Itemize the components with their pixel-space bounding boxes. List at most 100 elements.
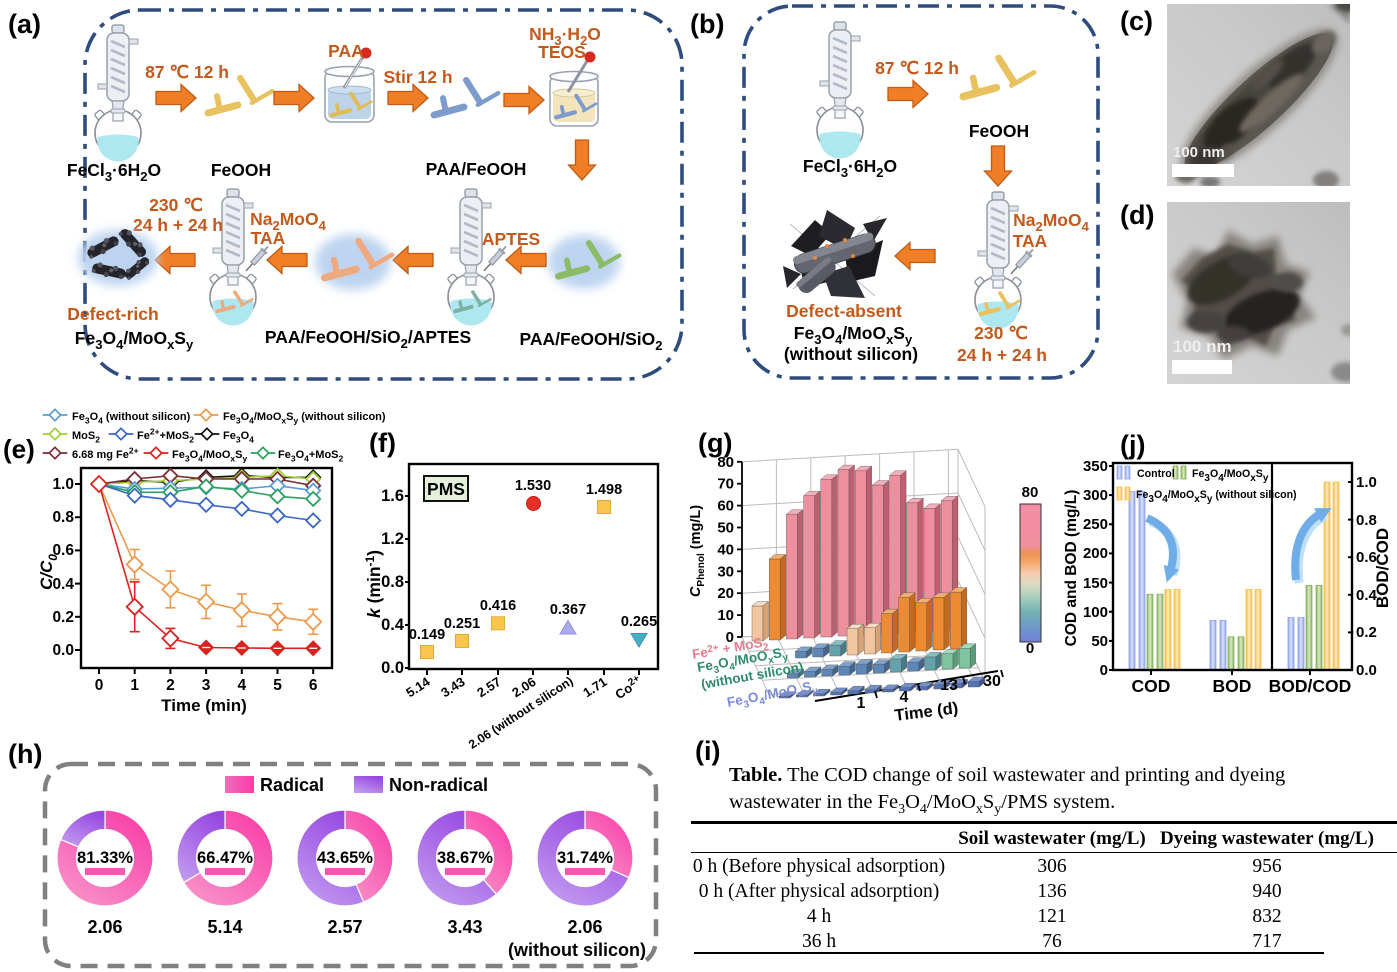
- svg-text:0: 0: [726, 629, 734, 646]
- svg-text:Co2+: Co2+: [612, 673, 645, 702]
- svg-text:3.43: 3.43: [438, 674, 467, 700]
- svg-text:1.498: 1.498: [586, 482, 622, 498]
- svg-text:1.71: 1.71: [580, 674, 609, 700]
- svg-text:COD and BOD (mg/L): COD and BOD (mg/L): [1063, 490, 1080, 647]
- svg-text:5.14: 5.14: [403, 674, 433, 701]
- svg-text:80: 80: [717, 454, 734, 471]
- svg-text:(a): (a): [8, 9, 41, 39]
- svg-text:4: 4: [237, 677, 246, 694]
- svg-text:200: 200: [1083, 545, 1108, 562]
- svg-text:C/C0: C/C0: [37, 554, 60, 590]
- svg-text:1: 1: [130, 677, 139, 694]
- svg-text:PAA/FeOOH/SiO2: PAA/FeOOH/SiO2: [519, 329, 662, 353]
- svg-text:Time (min): Time (min): [161, 696, 247, 715]
- svg-text:2: 2: [166, 677, 175, 694]
- svg-text:150: 150: [1083, 575, 1108, 592]
- svg-text:Radical: Radical: [260, 775, 324, 795]
- svg-text:50: 50: [1091, 633, 1108, 650]
- svg-text:0.367: 0.367: [550, 602, 586, 618]
- svg-text:(e): (e): [3, 434, 35, 464]
- svg-text:0.149: 0.149: [409, 627, 445, 643]
- svg-text:APTES: APTES: [482, 229, 540, 249]
- svg-text:1.0: 1.0: [52, 476, 74, 493]
- svg-text:2.06: 2.06: [87, 917, 122, 937]
- svg-text:TAA: TAA: [251, 228, 286, 248]
- svg-text:FeOOH: FeOOH: [969, 121, 1029, 141]
- svg-text:BOD/COD: BOD/COD: [1373, 528, 1392, 608]
- svg-text:0.265: 0.265: [621, 614, 657, 630]
- svg-text:0: 0: [95, 677, 104, 694]
- svg-text:70: 70: [717, 476, 734, 493]
- svg-text:2.06: 2.06: [567, 917, 602, 937]
- svg-text:FeOOH: FeOOH: [211, 160, 271, 180]
- svg-text:66.47%: 66.47%: [197, 849, 253, 867]
- svg-text:0.2: 0.2: [1356, 624, 1377, 641]
- svg-text:10: 10: [717, 607, 734, 624]
- svg-text:0: 0: [1100, 662, 1108, 679]
- svg-text:4: 4: [900, 689, 909, 706]
- svg-text:MoS2: MoS2: [72, 430, 100, 445]
- svg-text:FeCl3·6H2O: FeCl3·6H2O: [67, 160, 161, 184]
- svg-text:0.4: 0.4: [52, 576, 74, 593]
- svg-text:6.68 mg Fe2+: 6.68 mg Fe2+: [72, 446, 139, 462]
- svg-text:30: 30: [983, 673, 1001, 690]
- svg-text:(d): (d): [1120, 200, 1154, 230]
- svg-text:(c): (c): [1120, 6, 1153, 36]
- svg-text:3: 3: [202, 677, 211, 694]
- svg-text:100 nm: 100 nm: [1173, 337, 1232, 356]
- svg-text:100: 100: [1083, 604, 1108, 621]
- svg-text:(g): (g): [698, 428, 732, 458]
- svg-text:3.43: 3.43: [447, 917, 482, 937]
- svg-text:13: 13: [940, 677, 958, 694]
- svg-text:Defect-absent: Defect-absent: [786, 301, 902, 321]
- svg-text:1: 1: [857, 695, 866, 712]
- svg-text:1.0: 1.0: [1356, 474, 1377, 491]
- svg-text:24 h + 24 h: 24 h + 24 h: [133, 215, 223, 235]
- svg-text:81.33%: 81.33%: [77, 849, 133, 867]
- svg-text:0.8: 0.8: [1356, 512, 1377, 529]
- svg-text:60: 60: [717, 498, 734, 515]
- svg-text:Fe2++MoS2: Fe2++MoS2: [137, 427, 194, 445]
- svg-text:0.4: 0.4: [1356, 587, 1378, 604]
- svg-text:0.0: 0.0: [381, 659, 404, 677]
- svg-text:40: 40: [717, 541, 734, 558]
- svg-text:Fe3O4/MoOxSy (without silicon): Fe3O4/MoOxSy (without silicon): [223, 411, 386, 426]
- svg-text:TAA: TAA: [1013, 231, 1048, 251]
- svg-text:0.0: 0.0: [1356, 662, 1377, 679]
- svg-text:20: 20: [717, 585, 734, 602]
- svg-text:Stir 12 h: Stir 12 h: [383, 67, 452, 87]
- svg-text:(without silicon): (without silicon): [784, 344, 918, 364]
- svg-text:230 ℃: 230 ℃: [149, 195, 203, 215]
- svg-text:2.57: 2.57: [327, 917, 362, 937]
- svg-text:Fe3O4 (without silicon): Fe3O4 (without silicon): [72, 411, 191, 426]
- svg-text:230 ℃: 230 ℃: [974, 323, 1028, 343]
- svg-text:1.6: 1.6: [381, 487, 404, 505]
- svg-text:1.530: 1.530: [515, 478, 551, 494]
- svg-text:87 ℃ 12 h: 87 ℃ 12 h: [145, 62, 229, 82]
- svg-text:(without silicon): (without silicon): [508, 940, 646, 960]
- svg-text:0.6: 0.6: [52, 542, 74, 559]
- svg-text:100 nm: 100 nm: [1173, 144, 1225, 161]
- svg-text:50: 50: [717, 520, 734, 537]
- svg-text:Fe3O4/MoOxSy: Fe3O4/MoOxSy: [75, 328, 194, 352]
- svg-text:Fe3O4: Fe3O4: [223, 430, 254, 445]
- svg-text:Fe3O4/MoOxSy: Fe3O4/MoOxSy: [794, 323, 913, 347]
- svg-text:0.8: 0.8: [381, 573, 404, 591]
- svg-text:0.251: 0.251: [444, 616, 480, 632]
- svg-text:80: 80: [1022, 484, 1039, 501]
- svg-text:(j): (j): [1120, 430, 1145, 460]
- svg-text:BOD/COD: BOD/COD: [1269, 676, 1352, 696]
- svg-text:Non-radical: Non-radical: [389, 775, 488, 795]
- svg-text:k (min-1): k (min-1): [363, 550, 384, 618]
- svg-text:PAA: PAA: [328, 41, 364, 61]
- svg-text:6: 6: [309, 677, 318, 694]
- svg-text:38.67%: 38.67%: [437, 849, 493, 867]
- svg-text:1.2: 1.2: [381, 530, 404, 548]
- svg-text:24 h + 24 h: 24 h + 24 h: [957, 345, 1047, 365]
- svg-text:PMS: PMS: [427, 479, 465, 499]
- svg-text:Fe3O4/MoOxSy: Fe3O4/MoOxSy: [1192, 468, 1269, 484]
- svg-text:Fe3O4+MoS2: Fe3O4+MoS2: [278, 449, 344, 464]
- svg-text:5.14: 5.14: [207, 917, 242, 937]
- svg-text:300: 300: [1083, 487, 1108, 504]
- svg-text:5: 5: [273, 677, 282, 694]
